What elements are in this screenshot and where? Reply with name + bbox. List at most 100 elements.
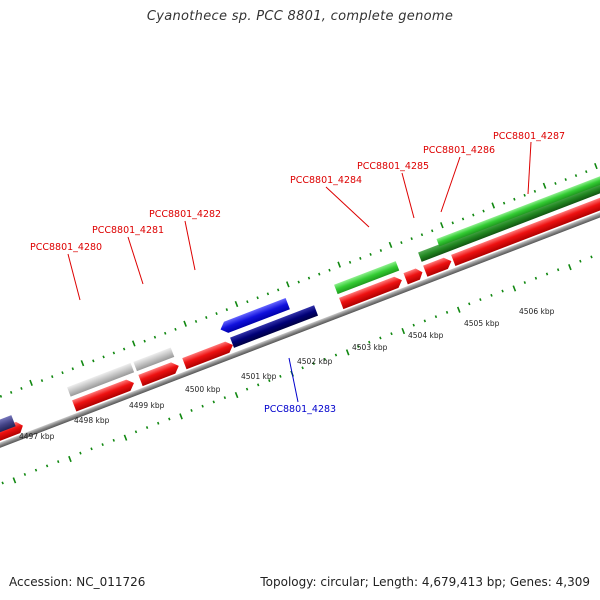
minor-tick bbox=[1, 481, 4, 485]
major-tick bbox=[491, 202, 496, 209]
feature-bar-green[interactable] bbox=[334, 261, 400, 295]
minor-tick bbox=[461, 217, 465, 221]
major-tick bbox=[440, 222, 444, 229]
minor-tick bbox=[92, 359, 95, 363]
minor-tick bbox=[307, 276, 311, 280]
minor-tick bbox=[194, 319, 198, 323]
minor-tick bbox=[420, 233, 424, 237]
minor-tick bbox=[256, 383, 260, 387]
label-PCC8801_4281[interactable]: PCC8801_4281 bbox=[92, 225, 164, 236]
gene-arrow-PCC8801_4284[interactable] bbox=[339, 275, 404, 310]
minor-tick bbox=[323, 357, 327, 361]
minor-tick bbox=[554, 182, 557, 185]
minor-tick bbox=[379, 249, 383, 252]
minor-tick bbox=[174, 327, 177, 331]
minor-tick bbox=[482, 209, 485, 213]
gene-bar-PCC8801_4283-dark[interactable] bbox=[230, 305, 319, 348]
kbp-label: 4504 kbp bbox=[408, 331, 444, 340]
leader-PCC8801_4284 bbox=[325, 186, 370, 228]
feature-bar-grey-1[interactable] bbox=[67, 362, 135, 397]
minor-tick bbox=[279, 374, 282, 378]
gene-arrow-PCC8801_4287[interactable] bbox=[451, 178, 600, 267]
label-PCC8801_4280[interactable]: PCC8801_4280 bbox=[30, 242, 102, 253]
major-tick bbox=[29, 379, 33, 386]
minor-tick bbox=[502, 201, 506, 205]
minor-tick bbox=[51, 375, 54, 379]
scale-labels: 4497 kbp 4498 kbp 4499 kbp 4500 kbp 4501… bbox=[19, 307, 555, 441]
minor-tick bbox=[0, 394, 3, 398]
minor-tick bbox=[564, 178, 567, 181]
kbp-label: 4503 kbp bbox=[352, 343, 388, 352]
minor-tick bbox=[579, 259, 582, 263]
major-tick bbox=[80, 360, 85, 367]
major-tick bbox=[131, 340, 136, 347]
gene-arrow-PCC8801_4280[interactable] bbox=[72, 377, 136, 412]
minor-tick bbox=[574, 174, 578, 178]
minor-tick bbox=[101, 443, 104, 447]
label-PCC8801_4284[interactable]: PCC8801_4284 bbox=[290, 175, 362, 186]
minor-tick bbox=[523, 281, 527, 284]
minor-tick bbox=[301, 366, 304, 370]
major-tick bbox=[388, 241, 393, 248]
minor-tick bbox=[201, 404, 204, 408]
leader-PCC8801_4281 bbox=[127, 236, 144, 285]
minor-tick bbox=[468, 302, 471, 306]
major-tick bbox=[542, 182, 547, 189]
minor-tick bbox=[157, 421, 160, 425]
minor-tick bbox=[266, 292, 270, 296]
leader-PCC8801_4285 bbox=[401, 172, 415, 219]
gene-arrow-reverse-left[interactable] bbox=[0, 415, 16, 443]
label-PCC8801_4282[interactable]: PCC8801_4282 bbox=[149, 209, 221, 220]
minor-tick bbox=[71, 367, 74, 371]
minor-tick bbox=[79, 451, 82, 455]
minor-tick bbox=[523, 193, 526, 197]
gene-arrow-PCC8801_4285[interactable] bbox=[403, 267, 424, 285]
label-PCC8801_4285[interactable]: PCC8801_4285 bbox=[357, 161, 429, 172]
gene-arrow-forward-left[interactable] bbox=[0, 420, 25, 445]
minor-tick bbox=[164, 331, 167, 335]
feature-bar-darkgreen[interactable] bbox=[418, 165, 600, 262]
minor-tick bbox=[556, 268, 560, 272]
major-tick bbox=[179, 413, 183, 420]
minor-tick bbox=[57, 460, 60, 464]
genome-stats-text: Topology: circular; Length: 4,679,413 bp… bbox=[260, 575, 590, 589]
kbp-label: 4502 kbp bbox=[297, 357, 333, 366]
minor-tick bbox=[412, 323, 415, 327]
label-PCC8801_4287[interactable]: PCC8801_4287 bbox=[493, 131, 565, 142]
feature-bar-green-top[interactable] bbox=[436, 160, 600, 247]
minor-tick bbox=[390, 332, 393, 336]
kbp-label: 4498 kbp bbox=[74, 416, 110, 425]
minor-tick bbox=[479, 298, 482, 302]
minor-tick bbox=[472, 213, 475, 217]
minor-tick bbox=[20, 387, 23, 390]
kbp-label: 4497 kbp bbox=[19, 432, 55, 441]
minor-tick bbox=[434, 315, 438, 319]
feature-bar-grey-2[interactable] bbox=[133, 347, 175, 372]
minor-tick bbox=[334, 353, 338, 357]
kbp-label: 4500 kbp bbox=[185, 385, 221, 394]
gene-arrow-PCC8801_4286[interactable] bbox=[423, 256, 453, 277]
gene-arrow-PCC8801_4282[interactable] bbox=[182, 339, 235, 370]
major-tick bbox=[456, 306, 461, 313]
minor-tick bbox=[223, 396, 227, 400]
label-PCC8801_4286[interactable]: PCC8801_4286 bbox=[423, 145, 495, 156]
minor-tick bbox=[190, 409, 193, 412]
minor-tick bbox=[112, 351, 116, 355]
gene-arrow-PCC8801_4281[interactable] bbox=[138, 360, 181, 387]
minor-tick bbox=[205, 316, 208, 319]
major-tick bbox=[401, 327, 406, 335]
leader-PCC8801_4282 bbox=[184, 220, 196, 271]
minor-tick bbox=[445, 310, 449, 314]
minor-tick bbox=[9, 390, 13, 394]
minor-tick bbox=[501, 289, 504, 293]
upper-tick-row bbox=[0, 162, 598, 398]
label-PCC8801_4283[interactable]: PCC8801_4283 bbox=[264, 404, 336, 415]
major-tick bbox=[594, 162, 598, 170]
minor-tick bbox=[212, 400, 215, 404]
minor-tick bbox=[490, 293, 493, 297]
leader-PCC8801_4283 bbox=[288, 357, 299, 403]
gene-arrow-PCC8801_4283[interactable] bbox=[218, 298, 290, 335]
minor-tick bbox=[90, 447, 93, 451]
minor-tick bbox=[23, 472, 27, 476]
